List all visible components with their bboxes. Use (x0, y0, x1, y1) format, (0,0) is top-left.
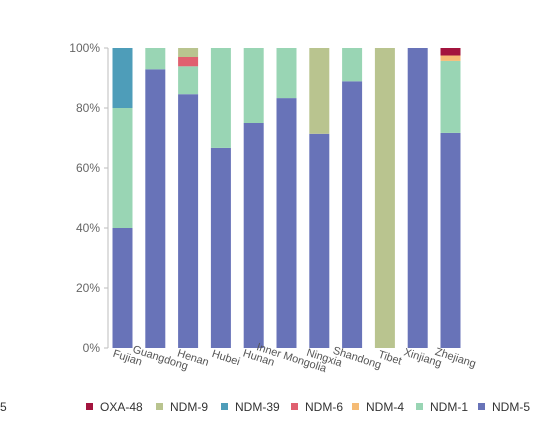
legend-item[interactable]: OXA-48 (86, 400, 143, 414)
bar-segment (112, 48, 133, 108)
legend: 5 OXA-48 NDM-9 NDM-39 NDM-6 NDM-4 NDM-1 NDM-5 (0, 396, 535, 418)
legend-item[interactable]: NDM-9 (156, 400, 208, 414)
bar-segment (145, 48, 166, 70)
bar-segment (243, 123, 264, 348)
x-tick-label: Hubei (210, 348, 241, 368)
y-tick-label: 40% (76, 221, 100, 235)
legend-item[interactable]: NDM-4 (352, 400, 404, 414)
bar-segment (112, 108, 133, 228)
y-tick-label: 80% (76, 101, 100, 115)
legend-item[interactable]: NDM-6 (291, 400, 343, 414)
legend-swatch (291, 403, 298, 410)
bar-segment (276, 98, 297, 348)
legend-swatch (478, 403, 485, 410)
bar-segment (309, 48, 330, 134)
bar-segment (309, 133, 330, 348)
bar-segment (210, 147, 231, 348)
bar-segment (178, 66, 199, 95)
legend-label: NDM-1 (430, 400, 468, 414)
legend-label: NDM-9 (170, 400, 208, 414)
legend-label: NDM-39 (235, 400, 280, 414)
bar-segment (342, 81, 363, 349)
bar-segment (178, 94, 199, 348)
bar-segment (374, 48, 395, 348)
legend-swatch (221, 403, 228, 410)
bar-segment (276, 48, 297, 99)
bar-segment (145, 69, 166, 349)
bar-segment (243, 48, 264, 123)
legend-item[interactable]: NDM-5 (478, 400, 530, 414)
bar-segment (112, 228, 133, 348)
y-tick-label: 20% (76, 281, 100, 295)
legend-item[interactable]: NDM-39 (221, 400, 280, 414)
legend-label: NDM-6 (305, 400, 343, 414)
bar-segment (440, 60, 461, 133)
legend-swatch (156, 403, 163, 410)
bar-segment (440, 55, 461, 61)
legend-item[interactable]: NDM-1 (416, 400, 468, 414)
bar-segment (178, 48, 199, 57)
legend-swatch (86, 403, 93, 410)
bar-segment (210, 48, 231, 148)
legend-cut-label: 5 (0, 400, 7, 414)
bar-segment (178, 57, 199, 67)
legend-label: OXA-48 (100, 400, 143, 414)
bar-segment (407, 48, 428, 348)
bar-segment (440, 48, 461, 56)
y-tick-label: 0% (83, 341, 101, 355)
y-tick-label: 100% (69, 41, 100, 55)
bar-segment (342, 48, 363, 82)
legend-label: NDM-4 (366, 400, 404, 414)
legend-swatch (416, 403, 423, 410)
legend-swatch (352, 403, 359, 410)
y-tick-label: 60% (76, 161, 100, 175)
bar-segment (440, 132, 461, 348)
legend-label: NDM-5 (492, 400, 530, 414)
